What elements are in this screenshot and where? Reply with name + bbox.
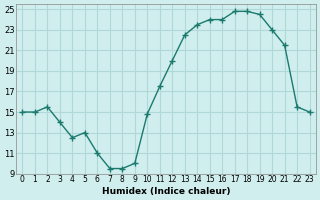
X-axis label: Humidex (Indice chaleur): Humidex (Indice chaleur) bbox=[102, 187, 230, 196]
